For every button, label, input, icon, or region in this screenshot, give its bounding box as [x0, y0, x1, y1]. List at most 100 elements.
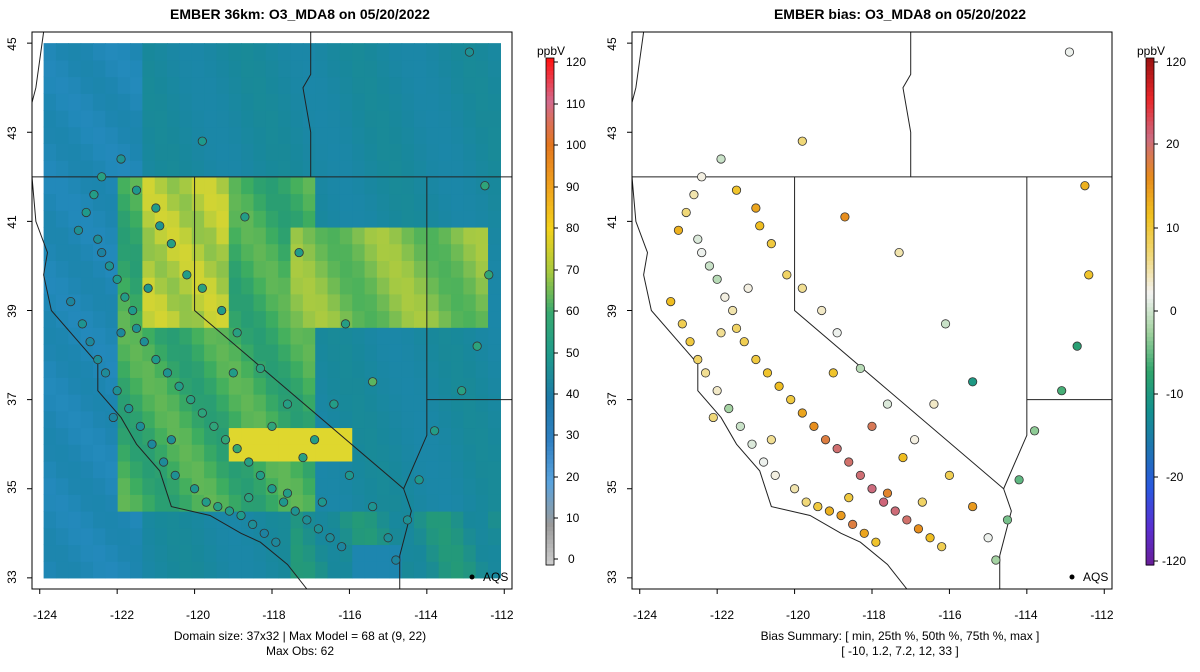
cbar-tick-40: 40 — [566, 387, 580, 401]
x-tick--118: -118 — [262, 608, 286, 622]
bias-station-marker — [913, 524, 924, 534]
obs-station-marker — [128, 305, 138, 316]
bias-station-marker — [832, 444, 842, 454]
bias-summary-line-1: Bias Summary: [ min, 25th %, 50th %, 75t… — [760, 629, 1040, 643]
obs-station-marker — [298, 452, 308, 463]
bias-station-marker — [735, 421, 745, 431]
y-tick-41: 41 — [5, 215, 19, 229]
bias-cbar-tick--120: -120 — [1162, 554, 1187, 568]
bias-station-marker — [809, 421, 819, 431]
cbar-tick-90: 90 — [566, 180, 580, 194]
bias-station-marker — [755, 221, 765, 231]
bias-station-marker — [859, 528, 869, 538]
bias-boundaries — [632, 32, 1112, 589]
x-tick--112: -112 — [490, 608, 514, 622]
bias-station-marker — [813, 501, 823, 512]
obs-station-marker — [228, 368, 238, 378]
bias-station-marker — [968, 377, 978, 387]
obs-station-marker — [457, 386, 467, 396]
bias-station-marker — [693, 354, 703, 365]
bias-station-marker — [712, 386, 722, 396]
obs-station-marker — [186, 395, 196, 405]
bias-station-marker — [867, 421, 877, 431]
bias-station-marker — [855, 470, 865, 480]
obs-station-marker — [329, 399, 339, 409]
bias-station-marker — [739, 337, 749, 347]
obs-station-marker — [472, 341, 482, 351]
bias-station-marker — [786, 395, 796, 405]
bias-station-marker — [909, 435, 920, 445]
obs-station-marker — [159, 457, 169, 467]
obs-station-marker — [174, 381, 184, 391]
bias-cbar-tick-120: 120 — [1166, 55, 1187, 69]
bias-station-marker — [801, 497, 811, 507]
bias-station-marker — [712, 274, 722, 284]
bias-station-marker — [774, 381, 784, 391]
bias-station-marker — [1057, 386, 1067, 396]
model-map-panel: EMBER 36km: O3_MDA8 on 05/20/2022 AQS 33… — [5, 6, 586, 658]
y-tick-35: 35 — [5, 480, 19, 494]
bias-summary-line-2: [ -10, 1.2, 7.2, 12, 33 ] — [841, 644, 959, 658]
bias-station-marker — [902, 515, 912, 525]
bias-station-marker — [968, 501, 978, 512]
bias-station-marker — [697, 172, 707, 182]
bias-station-marker — [1084, 270, 1094, 280]
cbar-tick-20: 20 — [566, 470, 580, 484]
y-tick-33: 33 — [5, 570, 19, 584]
obs-station-marker — [302, 515, 312, 525]
obs-station-marker — [255, 363, 265, 374]
obs-station-marker — [232, 444, 242, 454]
y-tick-43: 43 — [605, 126, 619, 140]
bias-station-marker — [789, 484, 800, 494]
bias-station-marker — [697, 247, 707, 258]
obs-station-marker — [484, 270, 494, 280]
bias-station-marker — [824, 506, 835, 516]
model-stations — [66, 47, 494, 565]
bias-station-marker — [666, 296, 676, 307]
aqs-marker — [1069, 574, 1075, 580]
y-tick-37: 37 — [605, 392, 619, 406]
model-map-title: EMBER 36km: O3_MDA8 on 05/20/2022 — [170, 6, 430, 22]
y-tick-43: 43 — [5, 126, 19, 140]
obs-station-marker — [151, 354, 161, 365]
y-tick-45: 45 — [5, 37, 19, 51]
bias-station-marker — [1029, 426, 1040, 436]
cbar-tick-110: 110 — [566, 97, 586, 111]
obs-station-marker — [368, 501, 378, 512]
bias-station-marker — [1072, 341, 1082, 351]
bias-station-marker — [867, 484, 877, 494]
obs-station-marker — [73, 225, 84, 235]
obs-station-marker — [131, 323, 142, 333]
bias-station-marker — [925, 533, 935, 543]
bias-station-marker — [1064, 47, 1075, 57]
obs-station-marker — [337, 542, 347, 552]
bias-station-marker — [766, 239, 776, 249]
bias-station-marker — [689, 190, 699, 200]
bias-map: AQS — [627, 31, 1158, 594]
x-tick--122: -122 — [109, 608, 135, 622]
obs-station-marker — [220, 435, 231, 445]
obs-station-marker — [143, 283, 153, 293]
obs-station-marker — [77, 319, 87, 329]
obs-station-marker — [279, 497, 289, 507]
obs-station-marker — [124, 403, 134, 414]
x-tick--122: -122 — [709, 608, 735, 622]
obs-station-marker — [383, 533, 393, 543]
bias-station-marker — [848, 519, 858, 529]
obs-station-marker — [147, 439, 157, 449]
obs-station-marker — [317, 497, 327, 507]
bias-cbar-tick--10: -10 — [1166, 387, 1184, 401]
bias-station-marker — [677, 319, 687, 329]
bias-station-marker — [728, 305, 738, 316]
bias-station-marker — [844, 493, 854, 503]
obs-station-marker — [120, 292, 130, 302]
obs-station-marker — [139, 337, 149, 347]
x-tick--116: -116 — [338, 608, 362, 622]
bias-station-marker — [731, 185, 742, 195]
bias-station-marker — [836, 510, 846, 521]
bias-station-marker — [1014, 475, 1024, 485]
obs-station-marker — [309, 435, 320, 445]
obs-station-marker — [89, 190, 99, 200]
bias-station-marker — [685, 337, 695, 347]
obs-station-marker — [213, 501, 223, 512]
